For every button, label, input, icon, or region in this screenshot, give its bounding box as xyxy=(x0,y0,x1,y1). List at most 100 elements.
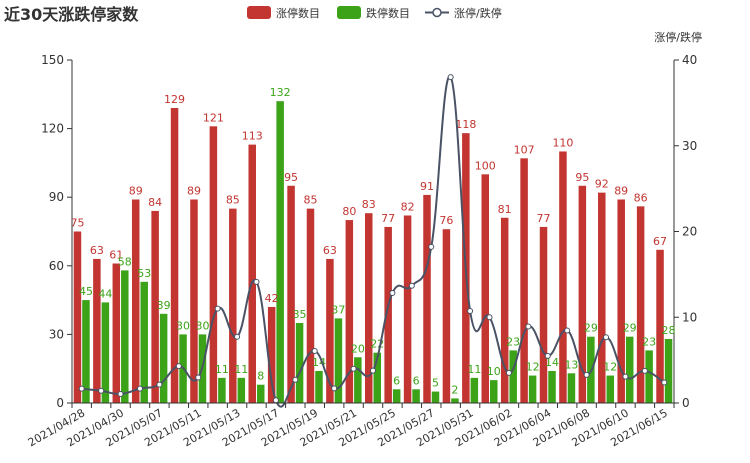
ratio-point xyxy=(331,385,338,392)
right-axis: 0 10 20 30 40 xyxy=(673,53,697,410)
bar-limit-down xyxy=(373,352,381,403)
data-label-limit-up: 42 xyxy=(265,292,279,305)
ratio-point xyxy=(447,74,454,81)
ratio-point xyxy=(272,397,279,404)
data-label-limit-up: 82 xyxy=(401,200,415,213)
ratio-point xyxy=(292,376,299,383)
ratio-point xyxy=(214,305,221,312)
bar-limit-up xyxy=(500,217,509,403)
ratio-point xyxy=(428,243,435,250)
data-label-limit-up: 121 xyxy=(203,111,224,124)
data-label-limit-up: 110 xyxy=(552,136,573,149)
bar-limit-up xyxy=(229,208,237,403)
ratio-point xyxy=(564,327,571,334)
bar-limit-down xyxy=(567,373,576,403)
bar-limit-up xyxy=(636,206,645,403)
right-axis-label: 涨停/跌停 xyxy=(654,30,702,44)
bar-limit-down xyxy=(625,336,634,403)
data-label-limit-up: 95 xyxy=(284,171,298,184)
bar-limit-down xyxy=(548,370,556,403)
data-label-limit-up: 89 xyxy=(129,184,143,197)
bar-limit-up xyxy=(656,249,664,403)
bar-limit-down xyxy=(101,302,110,403)
left-tick-label: 0 xyxy=(56,396,64,410)
data-label-limit-up: 113 xyxy=(242,130,263,143)
data-label-limit-down: 2 xyxy=(451,383,458,396)
data-label-limit-up: 63 xyxy=(323,244,337,257)
bar-limit-down xyxy=(470,377,479,403)
left-tick-label: 90 xyxy=(49,190,64,204)
bar-limit-up xyxy=(151,210,159,403)
data-label-limit-up: 89 xyxy=(614,184,628,197)
data-label-limit-down: 39 xyxy=(157,299,171,312)
ratio-point xyxy=(467,307,474,314)
bar-limit-down xyxy=(664,338,673,403)
ratio-point xyxy=(350,365,357,372)
legend-item-limit-up[interactable]: 涨停数目 xyxy=(247,6,320,20)
bar-limit-down xyxy=(159,313,168,403)
legend: 涨停数目 跌停数目 涨停/跌停 xyxy=(247,6,502,20)
bar-limit-down xyxy=(431,391,440,403)
x-axis: 2021/04/282021/04/302021/05/072021/05/11… xyxy=(26,402,675,449)
right-tick-label: 0 xyxy=(682,396,690,410)
bar-limit-up xyxy=(365,213,373,403)
left-axis: 0 30 60 90 120 150 xyxy=(41,53,73,410)
data-label-limit-down: 23 xyxy=(506,335,520,348)
right-tick-label: 30 xyxy=(682,139,697,153)
ratio-point xyxy=(175,363,182,370)
data-label-limit-down: 6 xyxy=(393,374,400,387)
bar-limit-down xyxy=(295,322,304,403)
ratio-point xyxy=(136,385,143,392)
ratio-point xyxy=(486,314,493,321)
data-label-limit-down: 45 xyxy=(79,285,93,298)
data-label-limit-down: 11 xyxy=(215,363,229,376)
ratio-point xyxy=(98,387,105,394)
data-label-limit-up: 129 xyxy=(164,93,185,106)
bar-limit-up xyxy=(287,185,295,403)
bar-limit-down xyxy=(412,389,420,403)
data-label-limit-up: 63 xyxy=(90,244,104,257)
ratio-point xyxy=(544,352,551,359)
legend-label-ratio: 涨停/跌停 xyxy=(454,6,502,20)
data-label-limit-down: 6 xyxy=(413,374,420,387)
data-label-limit-down: 5 xyxy=(432,377,439,390)
legend-item-ratio[interactable]: 涨停/跌停 xyxy=(425,6,502,20)
ratio-point xyxy=(641,367,648,374)
data-label-limit-down: 28 xyxy=(662,324,676,337)
bar-limit-down xyxy=(218,377,226,403)
ratio-line-path xyxy=(81,75,665,408)
data-label-limit-down: 11 xyxy=(234,363,248,376)
bar-limit-up xyxy=(267,306,276,403)
data-label-limit-up: 95 xyxy=(575,171,589,184)
bar-limit-up xyxy=(306,208,315,403)
bar-limit-down xyxy=(490,380,498,403)
data-label-limit-up: 84 xyxy=(148,196,162,209)
data-label-limit-up: 61 xyxy=(109,249,123,262)
legend-label-limit-up: 涨停数目 xyxy=(276,6,320,20)
data-label-limit-up: 91 xyxy=(420,180,434,193)
bar-limit-up xyxy=(190,199,198,403)
ratio-point xyxy=(525,323,532,330)
right-tick-label: 40 xyxy=(682,53,697,67)
data-label-limit-down: 10 xyxy=(487,365,501,378)
bar-limit-down xyxy=(509,350,517,403)
ratio-point xyxy=(311,347,318,354)
bar-limit-up xyxy=(112,263,121,403)
ratio-point xyxy=(78,385,85,392)
ratio-line xyxy=(78,74,668,408)
legend-item-limit-down[interactable]: 跌停数目 xyxy=(337,6,410,20)
data-label-limit-down: 37 xyxy=(331,303,345,316)
data-label-limit-up: 67 xyxy=(653,235,667,248)
ratio-point xyxy=(622,373,629,380)
labels-limit-up: 75 63 61 89 84 129 89 121 85 113 42 95 85 63 80 83 77 82 9… xyxy=(70,93,667,305)
data-label-limit-up: 89 xyxy=(187,184,201,197)
ratio-point xyxy=(389,289,396,296)
bar-limit-down xyxy=(451,398,459,403)
ratio-point xyxy=(603,334,610,341)
bar-limit-down xyxy=(315,370,323,403)
bar-limit-up xyxy=(578,185,587,403)
bar-limit-down xyxy=(392,389,401,403)
bar-limit-down xyxy=(606,375,615,403)
ratio-point xyxy=(661,379,668,386)
ratio-point xyxy=(234,333,241,340)
